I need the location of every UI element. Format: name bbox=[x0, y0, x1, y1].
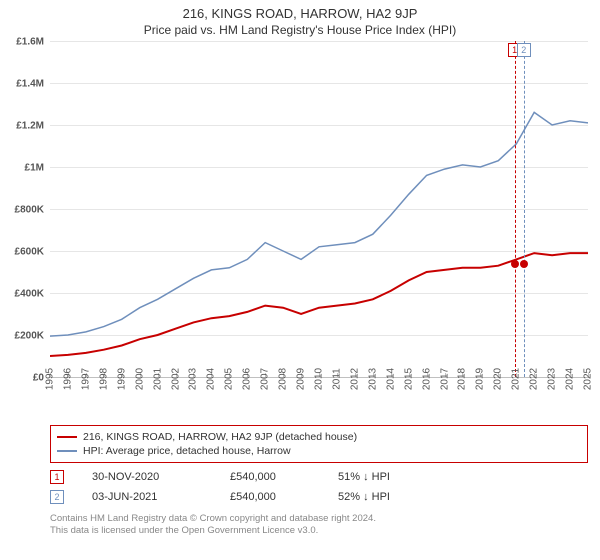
sale-marker-line bbox=[524, 41, 525, 377]
x-tick-label: 2008 bbox=[278, 368, 289, 390]
x-tick-label: 1995 bbox=[45, 368, 56, 390]
sale-marker-dot bbox=[520, 260, 528, 268]
x-tick-label: 2010 bbox=[314, 368, 325, 390]
legend-row: 216, KINGS ROAD, HARROW, HA2 9JP (detach… bbox=[57, 430, 581, 444]
x-tick-label: 2013 bbox=[367, 368, 378, 390]
legend-row: HPI: Average price, detached house, Harr… bbox=[57, 444, 581, 458]
sale-price: £540,000 bbox=[230, 471, 310, 483]
x-tick-label: 2000 bbox=[134, 368, 145, 390]
sale-marker-line bbox=[515, 41, 516, 377]
x-tick-label: 2006 bbox=[242, 368, 253, 390]
x-tick-label: 2021 bbox=[511, 368, 522, 390]
x-tick-label: 2017 bbox=[439, 368, 450, 390]
chart-title: 216, KINGS ROAD, HARROW, HA2 9JP bbox=[0, 0, 600, 21]
x-tick-label: 2011 bbox=[331, 368, 342, 390]
y-tick-label: £600K bbox=[15, 247, 50, 258]
sale-date: 03-JUN-2021 bbox=[92, 491, 202, 503]
legend: 216, KINGS ROAD, HARROW, HA2 9JP (detach… bbox=[50, 425, 588, 463]
x-tick-label: 2005 bbox=[224, 368, 235, 390]
sale-date: 30-NOV-2020 bbox=[92, 471, 202, 483]
x-tick-label: 2025 bbox=[583, 368, 594, 390]
chart-container: 216, KINGS ROAD, HARROW, HA2 9JP Price p… bbox=[0, 0, 600, 560]
sale-index-box: 1 bbox=[50, 470, 64, 484]
x-tick-label: 2018 bbox=[457, 368, 468, 390]
legend-swatch bbox=[57, 436, 77, 438]
y-tick-label: £1.2M bbox=[16, 121, 50, 132]
x-tick-label: 2001 bbox=[152, 368, 163, 390]
x-tick-label: 2002 bbox=[170, 368, 181, 390]
x-tick-label: 2019 bbox=[475, 368, 486, 390]
x-tick-label: 1998 bbox=[98, 368, 109, 390]
legend-label: 216, KINGS ROAD, HARROW, HA2 9JP (detach… bbox=[83, 431, 357, 443]
legend-swatch bbox=[57, 450, 77, 452]
sale-index-box: 2 bbox=[50, 490, 64, 504]
x-tick-label: 2016 bbox=[421, 368, 432, 390]
sale-delta: 52% ↓ HPI bbox=[338, 491, 418, 503]
x-tick-label: 1997 bbox=[80, 368, 91, 390]
x-tick-label: 2009 bbox=[296, 368, 307, 390]
footer-line1: Contains HM Land Registry data © Crown c… bbox=[50, 513, 588, 525]
x-tick-label: 2014 bbox=[385, 368, 396, 390]
y-tick-label: £1M bbox=[25, 163, 50, 174]
x-tick-label: 2015 bbox=[403, 368, 414, 390]
sale-row: 1 30-NOV-2020 £540,000 51% ↓ HPI bbox=[50, 467, 588, 487]
x-tick-label: 2022 bbox=[529, 368, 540, 390]
x-tick-label: 2003 bbox=[188, 368, 199, 390]
x-axis-ticks: 1995199619971998199920002001200220032004… bbox=[50, 377, 588, 421]
x-tick-label: 2024 bbox=[565, 368, 576, 390]
series-line-hpi bbox=[50, 112, 588, 336]
y-tick-label: £800K bbox=[15, 205, 50, 216]
x-tick-label: 2020 bbox=[493, 368, 504, 390]
sale-price: £540,000 bbox=[230, 491, 310, 503]
x-tick-label: 2023 bbox=[547, 368, 558, 390]
sale-delta: 51% ↓ HPI bbox=[338, 471, 418, 483]
plot-area: £0£200K£400K£600K£800K£1M£1.2M£1.4M£1.6M… bbox=[50, 41, 588, 377]
x-tick-label: 2012 bbox=[349, 368, 360, 390]
sale-marker-box: 2 bbox=[517, 43, 531, 57]
footer-line2: This data is licensed under the Open Gov… bbox=[50, 525, 588, 537]
line-series-svg bbox=[50, 41, 588, 377]
x-tick-label: 2004 bbox=[206, 368, 217, 390]
sales-table: 1 30-NOV-2020 £540,000 51% ↓ HPI 2 03-JUN-202… bbox=[50, 467, 588, 507]
y-tick-label: £1.6M bbox=[16, 37, 50, 48]
legend-label: HPI: Average price, detached house, Harr… bbox=[83, 445, 291, 457]
chart-subtitle: Price paid vs. HM Land Registry's House … bbox=[0, 21, 600, 41]
x-tick-label: 2007 bbox=[260, 368, 271, 390]
y-tick-label: £1.4M bbox=[16, 79, 50, 90]
x-tick-label: 1999 bbox=[116, 368, 127, 390]
x-tick-label: 1996 bbox=[62, 368, 73, 390]
footer-attribution: Contains HM Land Registry data © Crown c… bbox=[50, 513, 588, 537]
series-line-property bbox=[50, 253, 588, 356]
y-tick-label: £400K bbox=[15, 289, 50, 300]
sale-row: 2 03-JUN-2021 £540,000 52% ↓ HPI bbox=[50, 487, 588, 507]
sale-marker-dot bbox=[511, 260, 519, 268]
y-tick-label: £200K bbox=[15, 331, 50, 342]
